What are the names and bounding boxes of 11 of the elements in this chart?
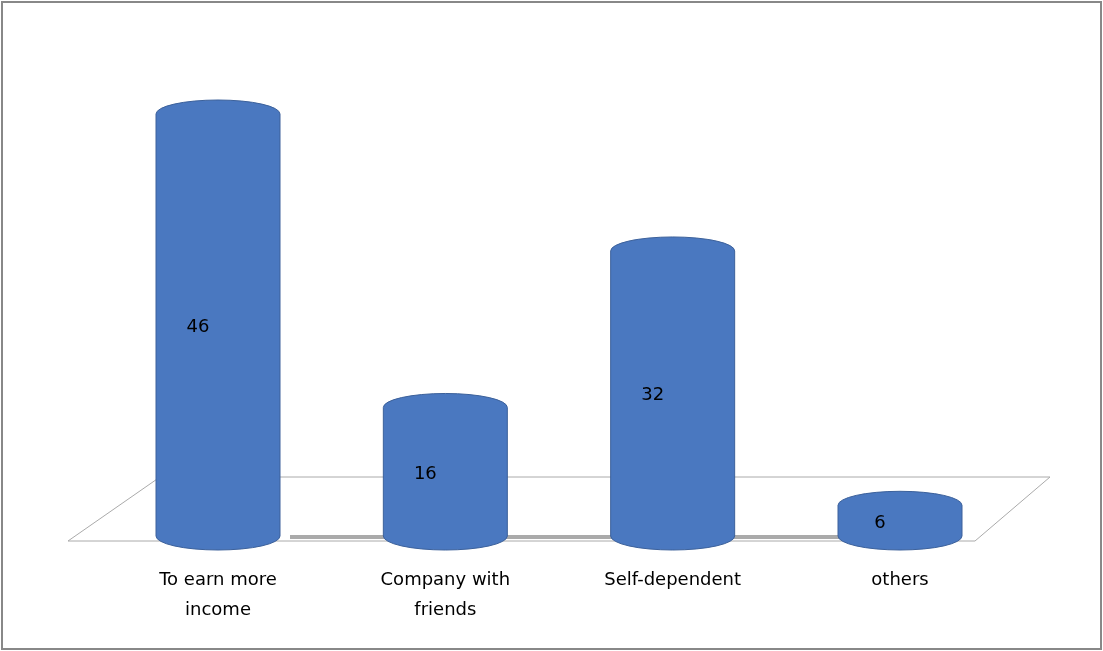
- data-label: 6: [874, 510, 886, 532]
- x-tick-label: To earn more income: [158, 568, 277, 619]
- bar: [610, 236, 736, 551]
- bar: [155, 99, 281, 551]
- data-label: 16: [413, 461, 437, 483]
- data-label: 32: [641, 383, 665, 405]
- data-label: 46: [186, 315, 210, 336]
- bar: [382, 393, 508, 551]
- x-tick-label: others: [871, 568, 929, 589]
- x-tick-label: Self-dependent: [604, 568, 742, 589]
- x-tick-label: Company with friends: [380, 568, 511, 619]
